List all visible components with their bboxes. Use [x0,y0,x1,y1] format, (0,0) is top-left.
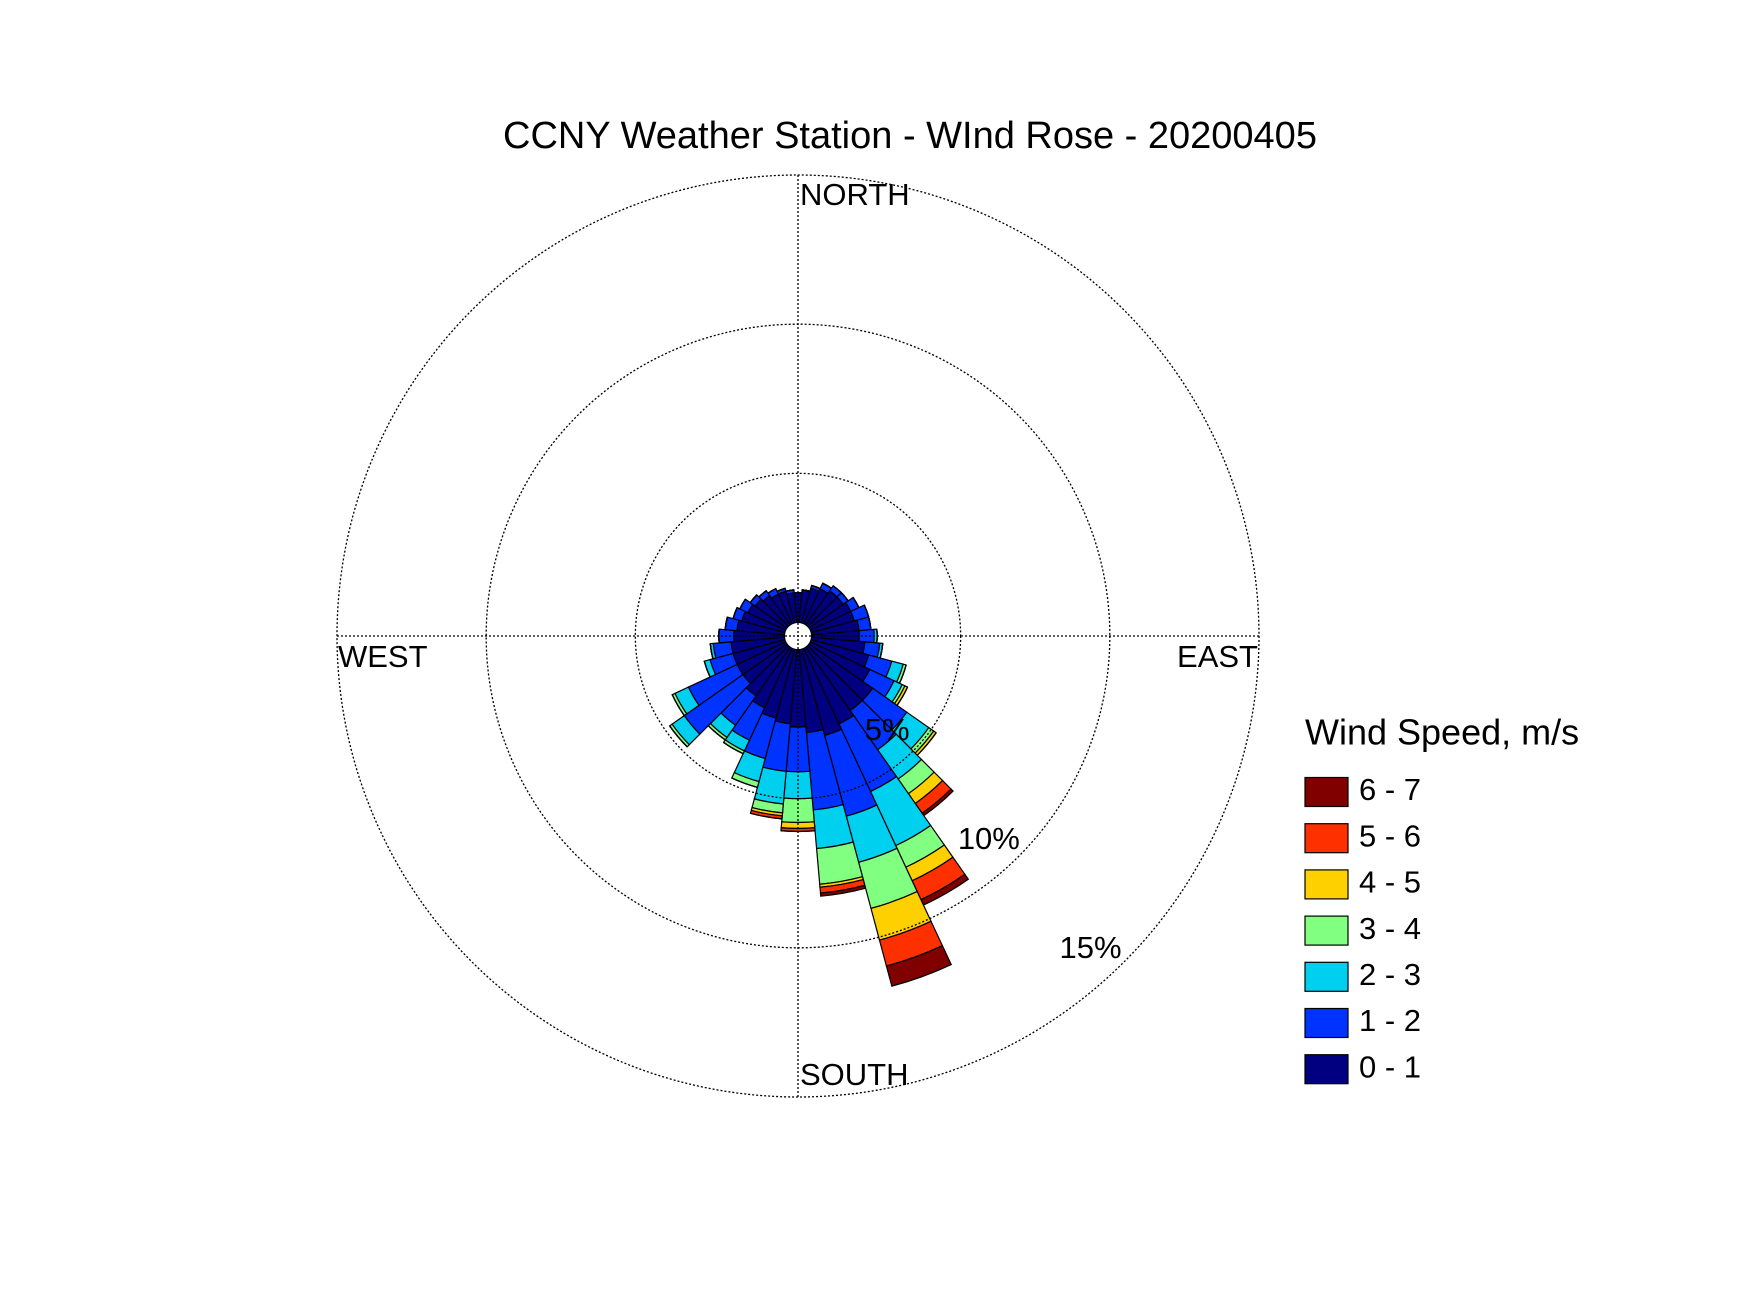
wind-bar-segment [767,588,777,594]
wind-bar-segment [758,590,767,598]
legend-title: Wind Speed, m/s [1305,712,1579,753]
r-tick-label: 15% [1060,930,1122,965]
wind-bar-segment [780,830,816,833]
wind-bar-segment [739,598,746,610]
legend-label: 2 - 3 [1359,957,1421,992]
legend-label: 5 - 6 [1359,818,1421,853]
wind-bar-segment [724,616,728,630]
legend-swatch [1304,1054,1349,1085]
wind-bar-segment [731,777,758,788]
legend-swatch [1304,961,1349,992]
wind-bar-segment [709,643,714,659]
legend-label: 0 - 1 [1359,1049,1421,1084]
legend-label: 4 - 5 [1359,865,1421,900]
compass-label: NORTH [800,177,910,212]
legend-swatch [1304,1007,1349,1039]
compass-label: SOUTH [800,1057,909,1092]
legend-label: 1 - 2 [1359,1003,1421,1038]
r-tick-label: 10% [958,821,1020,856]
legend-swatch [1304,869,1349,900]
legend-label: 3 - 4 [1359,911,1421,946]
r-tick-label: 5% [865,712,910,747]
wind-bar-segment [781,797,815,824]
compass-label: EAST [1177,639,1258,674]
wind-bar-segment [776,587,786,592]
wind-bar-segment [885,944,953,987]
legend-swatch [1304,776,1349,808]
wind-bar-segment [749,594,758,603]
wind-bar-segment [785,589,795,592]
legend-label: 6 - 7 [1359,772,1421,807]
grid-ring [634,472,962,800]
legend-swatch [1304,915,1349,946]
legend-swatch [1304,823,1349,854]
wind-bar-segment [750,812,783,820]
chart-title: CCNY Weather Station - WInd Rose - 20200… [503,115,1317,157]
compass-label: WEST [338,639,428,674]
wind-bar-segment [819,884,867,897]
